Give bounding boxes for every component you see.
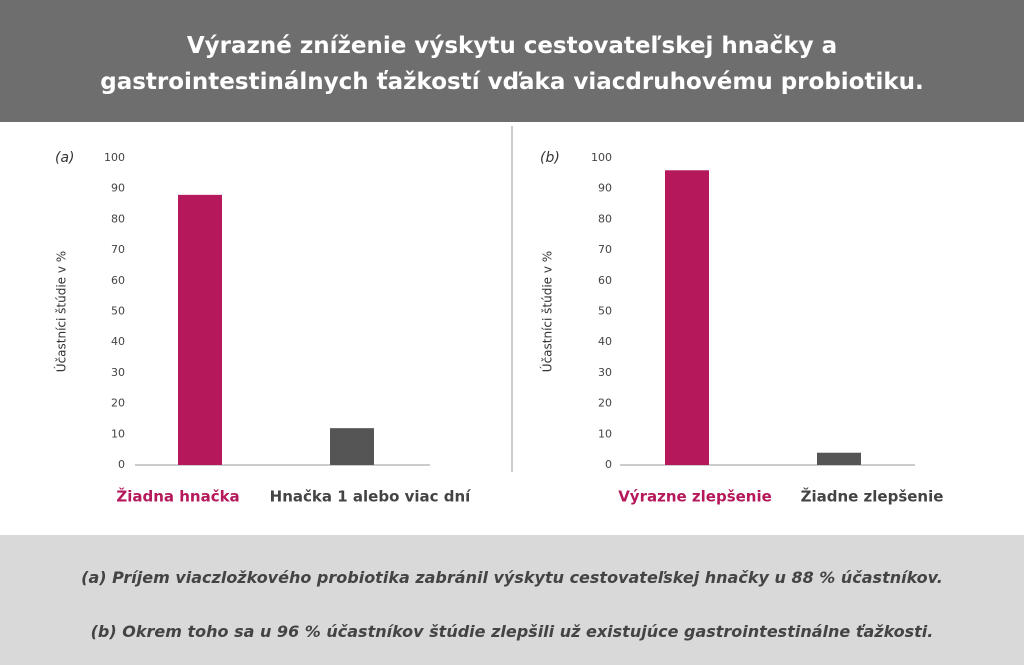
y-tick-label: 70 [111,243,125,256]
footer: (a) Príjem viaczložkového probiotika zab… [0,535,1024,665]
panel-label: (b) [540,150,560,166]
x-tick-label: Žiadne zlepšenie [801,487,944,506]
y-tick-label: 80 [111,212,125,225]
y-tick-label: 30 [598,366,612,379]
y-tick-label: 50 [598,305,612,318]
y-tick-label: 30 [111,366,125,379]
y-tick-label: 0 [118,458,125,471]
y-tick-label: 20 [111,397,125,410]
bar [665,170,709,465]
y-axis-label: Účastníci štúdie v % [54,251,69,372]
y-tick-label: 40 [111,335,125,348]
y-tick-label: 100 [591,151,612,164]
x-tick-label: Výrazne zlepšenie [618,488,772,506]
y-tick-label: 50 [111,305,125,318]
y-tick-label: 100 [104,151,125,164]
y-tick-label: 10 [111,427,125,440]
y-tick-label: 80 [598,212,612,225]
note: (a) Príjem viaczložkového probiotika zab… [81,568,943,587]
note: (b) Okrem toho sa u 96 % účastníkov štúd… [90,622,934,641]
bar [817,452,861,465]
bar [178,194,222,465]
panel-label: (a) [55,150,75,166]
x-tick-label: Hnačka 1 alebo viac dní [270,488,471,506]
y-tick-label: 60 [111,274,125,287]
y-tick-label: 10 [598,427,612,440]
header-title: Výrazné zníženie výskytu cestovateľskej … [0,0,1024,122]
x-tick-label: Žiadna hnačka [116,487,239,506]
y-tick-label: 90 [598,182,612,195]
y-tick-label: 90 [111,182,125,195]
y-tick-label: 40 [598,335,612,348]
y-axis-label: Účastníci štúdie v % [540,251,555,372]
y-tick-label: 20 [598,397,612,410]
charts: (a) Účastníci štúdie v % 0 10 20 30 40 50 60 70 80… [54,126,944,506]
y-tick-label: 70 [598,243,612,256]
y-tick-label: 0 [605,458,612,471]
bar [330,428,374,465]
y-tick-label: 60 [598,274,612,287]
